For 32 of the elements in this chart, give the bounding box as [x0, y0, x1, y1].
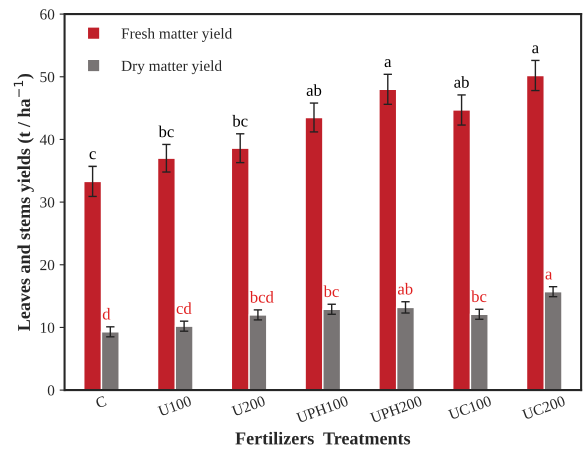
data-label: a — [384, 59, 392, 68]
data-label: bc — [232, 114, 248, 127]
data-label: bc — [471, 290, 486, 302]
data-label: d — [102, 308, 110, 320]
data-label: a — [532, 45, 539, 54]
x-tick-label: U100 — [157, 396, 192, 417]
data-label: bcd — [250, 291, 274, 303]
data-label: bc — [324, 285, 339, 298]
y-tick-label: 40 — [40, 134, 54, 145]
data-label: c — [90, 151, 96, 160]
data-label: bc — [158, 126, 174, 138]
y-axis-title: Leaves and stems yields (t / ha$^{−1}$) — [14, 74, 34, 331]
data-label: ab — [306, 84, 322, 96]
x-tick-label: U200 — [231, 396, 266, 417]
data-label: ab — [454, 76, 469, 88]
y-tick-label: 0 — [48, 385, 54, 396]
x-tick-label: C — [95, 396, 107, 408]
y-tick-label: 10 — [40, 322, 54, 333]
legend-label: Dry matter yield — [122, 60, 222, 74]
data-label: a — [546, 272, 552, 280]
y-tick-label: 60 — [40, 9, 54, 20]
x-tick-label: UPH100 — [296, 396, 349, 424]
y-tick-label: 20 — [40, 260, 54, 270]
y-tick-label: 50 — [40, 72, 54, 82]
legend-label: Fresh matter yield — [122, 28, 232, 42]
x-tick-label: UC200 — [522, 396, 566, 420]
data-label: ab — [398, 282, 412, 295]
y-tick-label: 30 — [40, 197, 54, 208]
x-tick-label: UPH200 — [370, 396, 423, 424]
x-axis-title: Fertilizers Treatments — [235, 432, 410, 445]
x-tick-label: UC100 — [448, 396, 492, 420]
data-label: cd — [176, 302, 192, 314]
